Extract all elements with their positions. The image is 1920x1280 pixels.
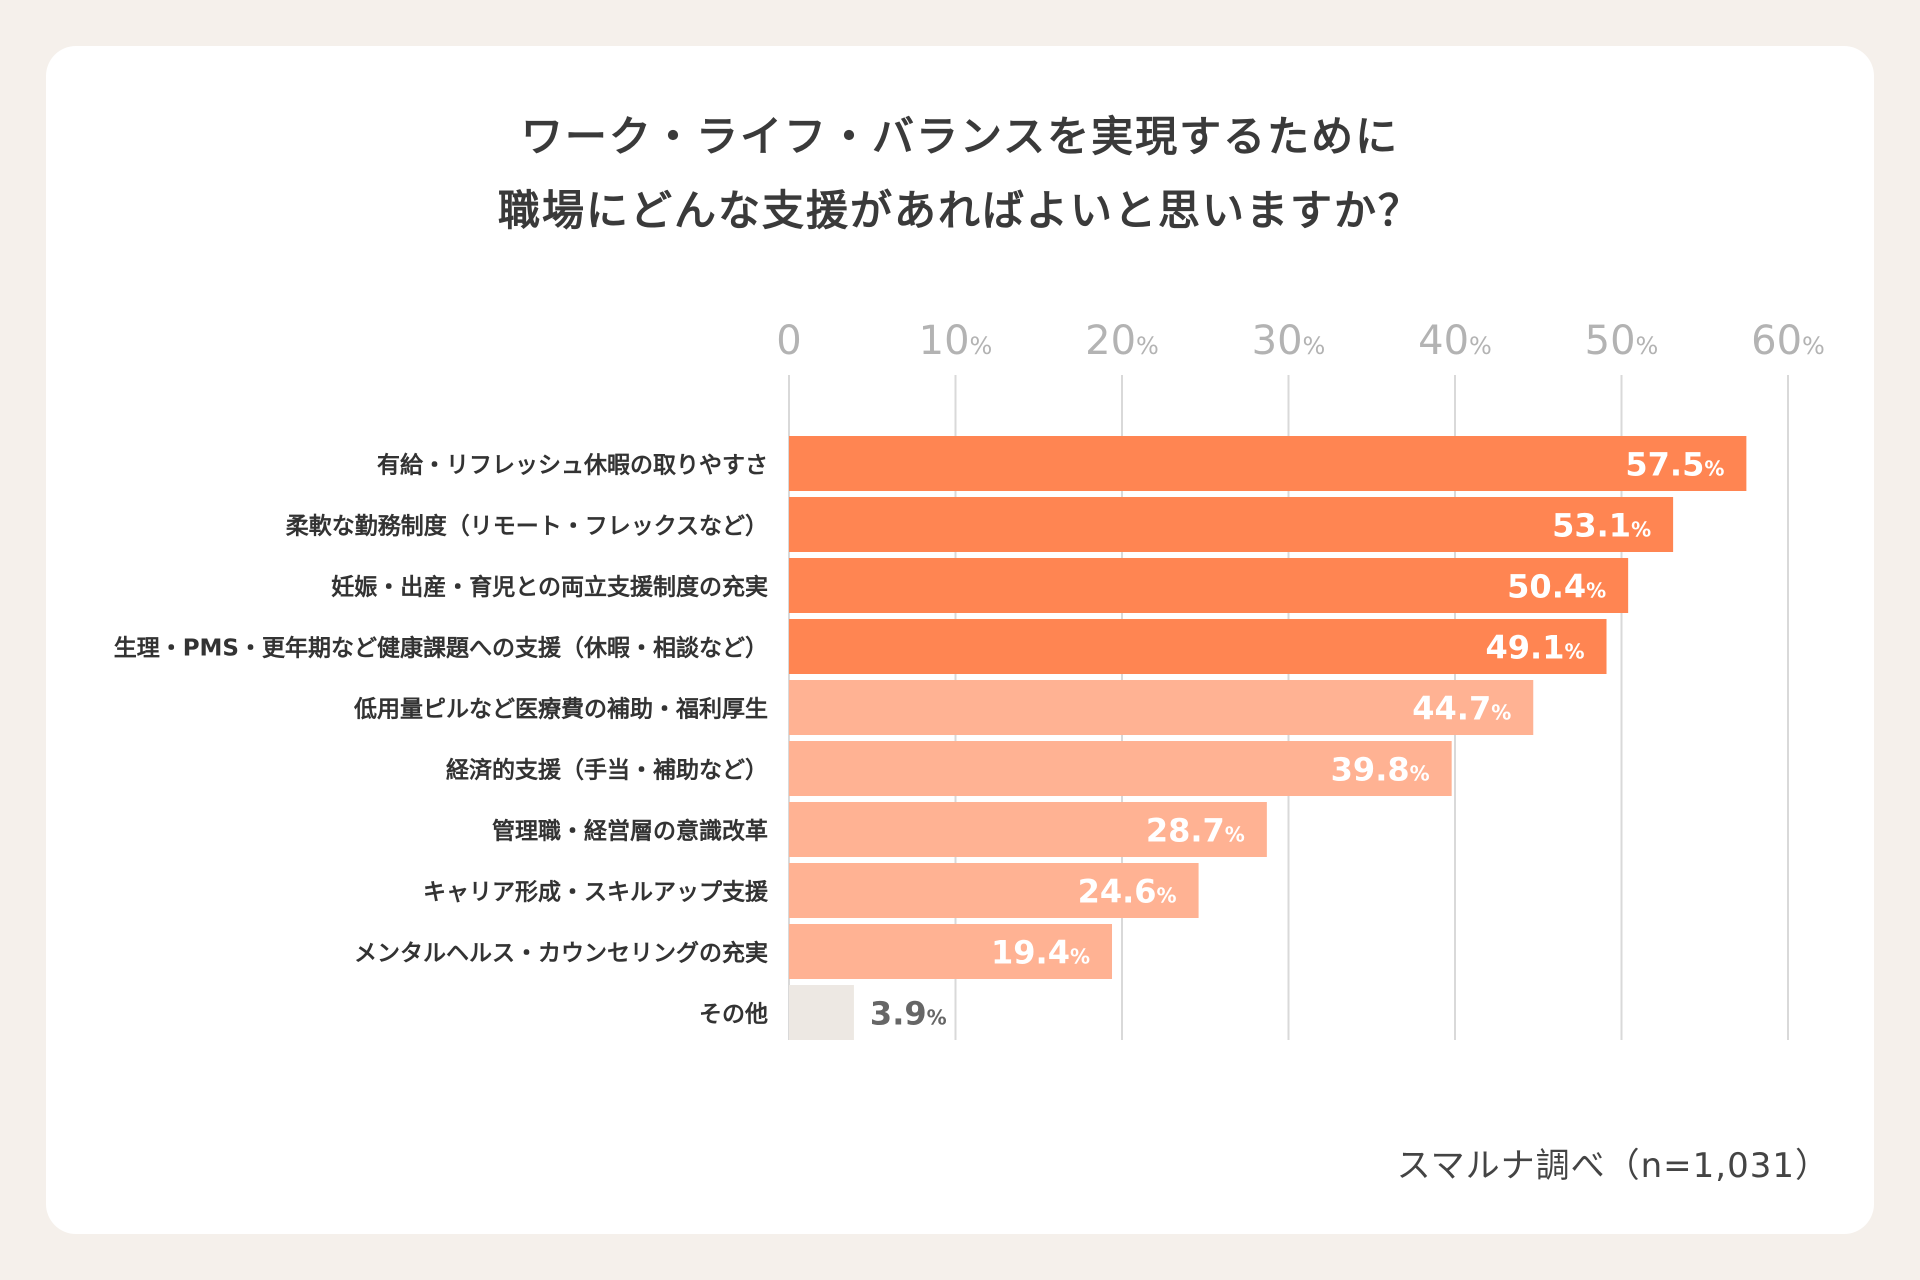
source-note: スマルナ調べ（n=1,031） (1396, 1146, 1830, 1186)
chart-title-line-2: 職場にどんな支援があればよいと思いますか？ (497, 186, 1422, 235)
value-label-7: 24.6% (1078, 873, 1177, 911)
x-tick-label-30: 30% (1252, 318, 1326, 364)
bar-1 (789, 497, 1674, 552)
category-label-2: 妊娠・出産・育児との両立支援制度の充実 (331, 574, 768, 601)
chart-title: ワーク・ライフ・バランスを実現するために 職場にどんな支援があればよいと思います… (0, 100, 1920, 248)
value-labels: 57.5% 53.1% 50.4% 49.1% 44.7% 39.8% 28.7% 24.6%… (870, 446, 1724, 1033)
category-label-7: キャリア形成・スキルアップ支援 (423, 880, 769, 906)
category-label-8: メンタルヘルス・カウンセリングの充実 (354, 940, 768, 967)
value-label-0: 57.5% (1625, 446, 1724, 484)
value-label-4: 44.7% (1412, 690, 1511, 728)
x-tick-label-50: 50% (1585, 318, 1659, 364)
value-label-9: 3.9% (870, 995, 947, 1033)
value-label-5: 39.8% (1331, 751, 1430, 789)
category-label-9: その他 (699, 1002, 768, 1028)
x-axis-ticks: 0 10% 20% 30% 40% 50% 60% (776, 318, 1825, 364)
category-label-0: 有給・リフレッシュ休暇の取りやすさ (377, 452, 768, 479)
category-label-4: 低用量ピルなど医療費の補助・福利厚生 (353, 696, 768, 723)
x-tick-label-20: 20% (1085, 318, 1159, 364)
category-label-3: 生理・PMS・更年期など健康課題への支援（休暇・相談など） (114, 635, 768, 662)
bar-5 (789, 741, 1452, 796)
value-label-2: 50.4% (1507, 568, 1606, 606)
value-label-1: 53.1% (1552, 507, 1651, 545)
value-label-3: 49.1% (1486, 629, 1585, 667)
value-label-6: 28.7% (1146, 812, 1245, 850)
bar-0 (789, 436, 1747, 491)
bar-2 (789, 558, 1629, 613)
x-tick-label-0: 0 (776, 318, 801, 364)
bars (789, 436, 1747, 1040)
x-tick-label-60: 60% (1751, 318, 1825, 364)
x-tick-label-10: 10% (919, 318, 993, 364)
x-tick-label-40: 40% (1418, 318, 1492, 364)
chart-title-line-1: ワーク・ライフ・バランスを実現するために (520, 112, 1400, 161)
bar-7 (789, 863, 1199, 918)
bar-4 (789, 680, 1534, 735)
bar-8 (789, 924, 1113, 979)
bar-9 (789, 985, 854, 1040)
category-label-6: 管理職・経営層の意識改革 (492, 818, 768, 845)
value-label-8: 19.4% (991, 934, 1090, 972)
category-label-1: 柔軟な勤務制度（リモート・フレックスなど） (286, 513, 768, 540)
bar-3 (789, 619, 1607, 674)
bar-6 (789, 802, 1267, 857)
category-label-5: 経済的支援（手当・補助など） (446, 757, 768, 784)
